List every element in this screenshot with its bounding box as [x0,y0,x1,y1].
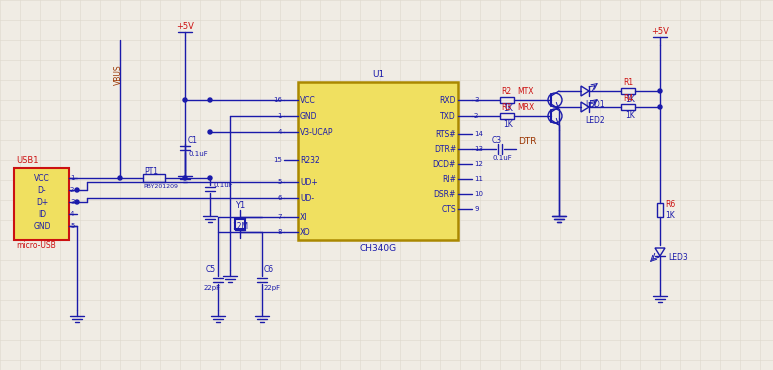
Text: 14: 14 [474,131,483,137]
Text: 5: 5 [70,223,74,229]
Text: R4: R4 [623,94,633,102]
Text: V3-UCAP: V3-UCAP [300,128,333,137]
Circle shape [118,176,122,180]
Circle shape [183,176,187,180]
Text: 5: 5 [278,179,282,185]
Text: micro-USB: micro-USB [16,240,56,249]
Text: 22pF: 22pF [264,285,281,291]
Text: USB1: USB1 [16,155,39,165]
Text: 4: 4 [70,211,74,217]
Circle shape [208,130,212,134]
Text: UD+: UD+ [300,178,318,186]
Circle shape [208,98,212,102]
Text: C5: C5 [206,266,216,275]
Text: LED2: LED2 [585,115,604,124]
Text: C3: C3 [492,135,502,145]
Text: R3: R3 [501,102,511,111]
Text: 2: 2 [70,187,74,193]
Text: RTS#: RTS# [435,130,456,138]
Text: VBUS: VBUS [114,64,122,85]
Text: GND: GND [300,111,318,121]
Text: 15: 15 [273,157,282,163]
Text: D+: D+ [36,198,48,206]
Text: 0.1uF: 0.1uF [213,182,233,188]
Text: DTR: DTR [518,137,536,145]
Text: RXD: RXD [440,95,456,104]
Text: R2: R2 [501,87,511,95]
Text: 12: 12 [474,161,483,167]
Bar [621,104,635,110]
Circle shape [75,200,79,204]
Circle shape [183,98,187,102]
Text: ID: ID [38,209,46,219]
Bar [657,203,663,217]
Text: 11: 11 [474,176,483,182]
Text: 1K: 1K [665,211,675,219]
Text: 3: 3 [474,97,478,103]
Text: 1K: 1K [503,120,512,128]
Text: R232: R232 [300,155,320,165]
Text: XI: XI [300,212,308,222]
Text: 0.1uF: 0.1uF [188,151,208,157]
Text: 13: 13 [474,146,483,152]
Text: D-: D- [38,185,46,195]
Text: LED1: LED1 [585,100,604,108]
Bar [298,82,458,240]
Text: 7: 7 [278,214,282,220]
Text: 10: 10 [474,191,483,197]
Text: LED3: LED3 [668,253,688,262]
Text: 16: 16 [273,97,282,103]
Bar [621,88,635,94]
Bar [143,174,165,182]
Text: C6: C6 [264,266,274,275]
Text: U1: U1 [372,70,384,78]
Text: UD-: UD- [300,194,314,202]
Circle shape [75,188,79,192]
Text: MTX: MTX [517,87,533,95]
Text: 3: 3 [70,199,74,205]
Text: PT1: PT1 [144,166,158,175]
Text: C1: C1 [188,135,198,145]
Text: R1: R1 [623,77,633,87]
Text: MRX: MRX [517,102,534,111]
Bar [14,168,69,240]
Text: 8: 8 [278,229,282,235]
Text: CH340G: CH340G [359,243,397,252]
Text: GND: GND [33,222,51,231]
Text: XO: XO [300,228,311,236]
Text: RI#: RI# [442,175,456,184]
Text: 6: 6 [278,195,282,201]
Text: 12M: 12M [232,222,248,231]
Bar [500,97,514,103]
Circle shape [208,176,212,180]
Text: TXD: TXD [441,111,456,121]
Text: 1: 1 [70,175,74,181]
Text: 2: 2 [474,113,478,119]
Circle shape [658,89,662,93]
Text: 1K: 1K [625,94,635,104]
Text: +5V: +5V [176,21,194,30]
Text: 22pF: 22pF [204,285,221,291]
Circle shape [658,105,662,109]
Text: 0.1uF: 0.1uF [492,155,512,161]
Text: R6: R6 [665,199,676,209]
Text: 1K: 1K [503,104,512,112]
Text: DCD#: DCD# [433,159,456,168]
Text: VCC: VCC [300,95,315,104]
Text: DSR#: DSR# [434,189,456,198]
Text: 1: 1 [278,113,282,119]
Text: 1K: 1K [625,111,635,120]
Text: PBY201209: PBY201209 [143,184,178,188]
Text: VCC: VCC [34,174,50,182]
Text: +5V: +5V [651,27,669,36]
Text: Y1: Y1 [235,201,245,209]
Bar [500,113,514,119]
Text: 4: 4 [278,129,282,135]
Text: CTS: CTS [441,205,456,213]
Text: DTR#: DTR# [434,145,456,154]
Text: 9: 9 [474,206,478,212]
Bar [235,219,245,229]
